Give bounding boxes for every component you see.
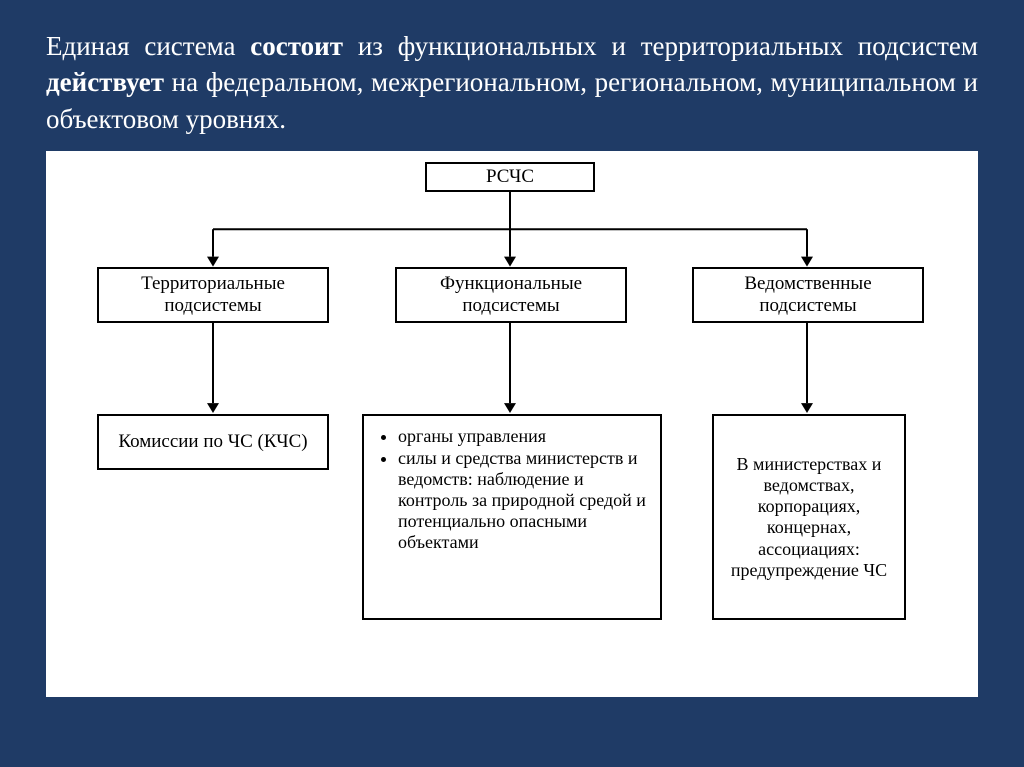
node-departmental-label: Ведомственные подсистемы (702, 273, 914, 317)
node-functional: Функциональные подсистемы (395, 267, 627, 323)
node-departmental: Ведомственные подсистемы (692, 267, 924, 323)
heading-bold-2: действует (46, 67, 164, 97)
heading-text-3: на федеральном, межрегиональном, региона… (46, 67, 978, 133)
functional-detail-item: органы управления (398, 426, 652, 447)
node-root: РСЧС (425, 162, 595, 192)
node-kchs-label: Комиссии по ЧС (КЧС) (118, 431, 307, 453)
heading-bold-1: состоит (250, 31, 343, 61)
node-functional-label: Функциональные подсистемы (405, 273, 617, 317)
functional-detail-list: органы управления силы и средства минист… (372, 426, 652, 553)
functional-detail-item: силы и средства министерств и ведомств: … (398, 448, 652, 554)
slide: Единая система состоит из функциональных… (0, 0, 1024, 767)
node-kchs: Комиссии по ЧС (КЧС) (97, 414, 329, 470)
departmental-detail-text: В министерствах и ведомствах, корпорация… (722, 454, 896, 581)
heading-text-1: Единая система (46, 31, 250, 61)
node-territorial-label: Территориальные подсистемы (107, 273, 319, 317)
node-root-label: РСЧС (486, 166, 534, 188)
node-territorial: Территориальные подсистемы (97, 267, 329, 323)
node-functional-detail: органы управления силы и средства минист… (362, 414, 662, 620)
diagram-panel: РСЧС Территориальные подсистемы Функцион… (46, 151, 978, 697)
heading-text-2: из функциональных и территориальных подс… (343, 31, 978, 61)
node-departmental-detail: В министерствах и ведомствах, корпорация… (712, 414, 906, 620)
slide-heading: Единая система состоит из функциональных… (46, 28, 978, 137)
